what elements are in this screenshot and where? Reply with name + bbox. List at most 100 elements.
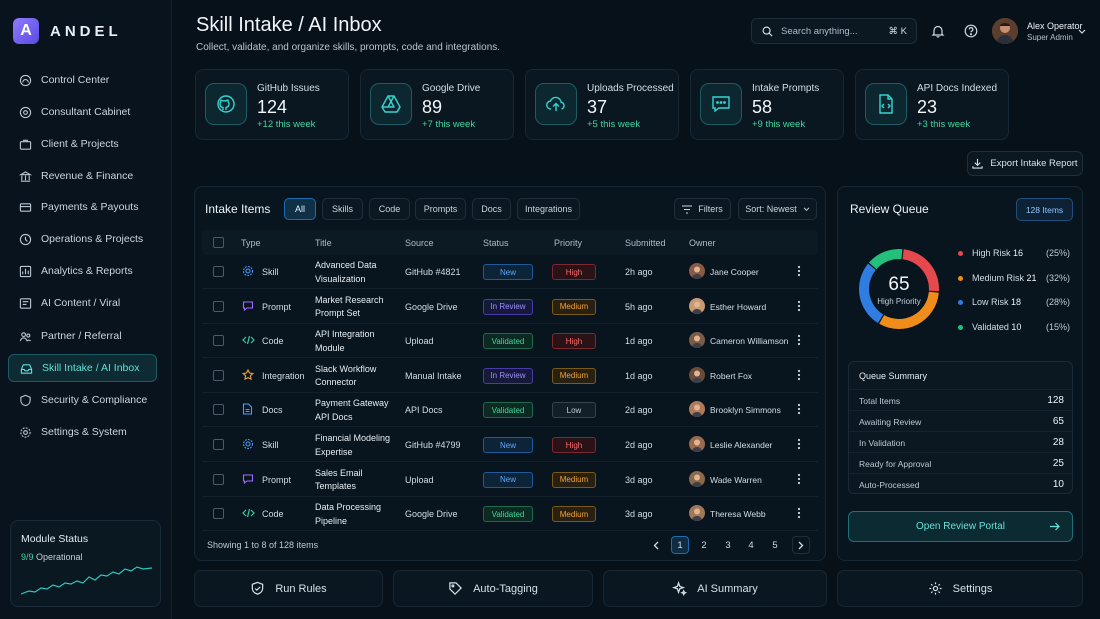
column-status[interactable]: Status: [483, 238, 509, 248]
row-title[interactable]: Advanced Data Visualization: [315, 259, 377, 286]
legend-swatch: [958, 275, 963, 281]
row-checkbox[interactable]: [213, 508, 224, 520]
status-badge: Validated: [483, 333, 533, 350]
sidebar-item-operations-projects[interactable]: Operations & Projects: [8, 225, 157, 253]
settings-button[interactable]: Settings: [837, 570, 1083, 607]
ai-summary-button[interactable]: AI Summary: [603, 570, 827, 607]
row-title[interactable]: Slack Workflow Connector: [315, 363, 376, 390]
stat-value: 58: [752, 97, 773, 117]
stat-card-google-drive[interactable]: Google Drive 89 +7 this week: [360, 69, 514, 140]
help-icon[interactable]: [964, 24, 978, 38]
stat-card-intake-prompts[interactable]: Intake Prompts 58 +9 this week: [690, 69, 844, 140]
sidebar-item-payments-payouts[interactable]: Payments & Payouts: [8, 193, 157, 221]
stat-card-uploads[interactable]: Uploads Processed 37 +5 this week: [525, 69, 679, 140]
filters-button[interactable]: Filters: [674, 198, 731, 220]
sidebar-item-client-projects[interactable]: Client & Projects: [8, 130, 157, 158]
filter-chip-docs[interactable]: Docs: [472, 198, 511, 220]
column-title[interactable]: Title: [315, 238, 332, 248]
sidebar-item-revenue-finance[interactable]: Revenue & Finance: [8, 162, 157, 190]
run-rules-button[interactable]: Run Rules: [194, 570, 383, 607]
stat-label: API Docs Indexed: [917, 83, 998, 94]
row-title[interactable]: Financial Modeling Expertise: [315, 432, 390, 459]
column-submitted[interactable]: Submitted: [625, 238, 666, 248]
row-title[interactable]: Data Processing Pipeline: [315, 501, 381, 528]
more-options-icon[interactable]: [797, 438, 803, 452]
chat-icon: [700, 83, 742, 125]
sidebar-item-security-compliance[interactable]: Security & Compliance: [8, 386, 157, 414]
donut-value: 65: [888, 274, 910, 295]
column-priority[interactable]: Priority: [554, 238, 583, 248]
row-submitted: 3d ago: [625, 509, 653, 520]
select-all-checkbox[interactable]: [213, 237, 224, 248]
user-avatar[interactable]: [992, 18, 1018, 44]
row-checkbox[interactable]: [213, 300, 224, 312]
sidebar-item-control-center[interactable]: Control Center: [8, 66, 157, 94]
bell-icon[interactable]: [931, 24, 945, 38]
more-options-icon[interactable]: [797, 473, 803, 487]
sidebar-item-consultant-cabinet[interactable]: Consultant Cabinet: [8, 98, 157, 126]
stat-card-api-docs[interactable]: API Docs Indexed 23 +3 this week: [855, 69, 1009, 140]
column-owner[interactable]: Owner: [689, 238, 716, 248]
page-2-button[interactable]: 2: [701, 539, 707, 551]
priority-badge: Medium: [552, 367, 596, 384]
more-options-icon[interactable]: [797, 334, 803, 348]
row-title[interactable]: Payment Gateway API Docs: [315, 397, 389, 424]
column-type[interactable]: Type: [241, 238, 261, 248]
queue-count-badge: 128 Items: [1016, 198, 1073, 221]
row-title[interactable]: Market Research Prompt Set: [315, 294, 384, 321]
column-source[interactable]: Source: [405, 238, 434, 248]
table-row[interactable]: Prompt Sales Email Templates Upload New Mediu…: [202, 463, 818, 497]
action-label: Run Rules: [275, 582, 327, 595]
sort-dropdown[interactable]: Sort: Newest: [738, 198, 817, 220]
legend-value: 10: [1011, 321, 1022, 332]
next-page-button[interactable]: [792, 536, 810, 554]
filter-chip-skills[interactable]: Skills: [322, 198, 363, 220]
table-row[interactable]: Code API Integration Module Upload Validated…: [202, 324, 818, 359]
table-row[interactable]: Code Data Processing Pipeline Google Drive V…: [202, 497, 818, 532]
row-checkbox[interactable]: [213, 439, 224, 450]
user-role: Super Admin: [1027, 33, 1073, 42]
search-input[interactable]: Search anything... ⌘ K: [751, 18, 917, 44]
more-options-icon[interactable]: [797, 369, 803, 383]
table-row[interactable]: Prompt Market Research Prompt Set Google Dr…: [202, 290, 818, 324]
row-title[interactable]: API Integration Module: [315, 328, 375, 355]
page-5-button[interactable]: 5: [772, 539, 778, 551]
table-row[interactable]: Integration Slack Workflow Connector Manual…: [202, 359, 818, 393]
filter-chip-code[interactable]: Code: [369, 198, 410, 220]
sidebar-item-partner-referral[interactable]: Partner / Referral: [8, 322, 157, 350]
row-title-line2: Module: [315, 342, 345, 353]
sidebar-item-skill-intake[interactable]: Skill Intake / AI Inbox: [8, 354, 157, 382]
export-intake-report-button[interactable]: Export Intake Report: [967, 151, 1083, 176]
partner-icon: [18, 329, 32, 343]
row-checkbox[interactable]: [213, 369, 224, 381]
prev-page-button[interactable]: [647, 536, 665, 554]
more-options-icon[interactable]: [797, 300, 803, 314]
row-title-line2: Prompt Set: [315, 308, 361, 319]
row-checkbox[interactable]: [213, 473, 224, 485]
chevron-down-icon[interactable]: [1078, 27, 1086, 38]
more-options-icon[interactable]: [797, 265, 803, 279]
page-1-button[interactable]: 1: [671, 536, 689, 554]
row-title[interactable]: Sales Email Templates: [315, 467, 363, 494]
filter-chip-integrations[interactable]: Integrations: [517, 198, 580, 220]
sidebar-item-settings-system[interactable]: Settings & System: [8, 418, 157, 446]
table-row[interactable]: Skill Financial Modeling Expertise GitHub #…: [202, 428, 818, 462]
row-checkbox[interactable]: [213, 266, 224, 277]
row-checkbox[interactable]: [213, 335, 224, 347]
sidebar-item-analytics-reports[interactable]: Analytics & Reports: [8, 257, 157, 285]
auto-tagging-button[interactable]: Auto-Tagging: [393, 570, 593, 607]
more-options-icon[interactable]: [797, 507, 803, 521]
stat-card-github[interactable]: GitHub Issues 124 +12 this week: [195, 69, 349, 140]
sidebar-item-ai-content[interactable]: AI Content / Viral: [8, 289, 157, 317]
page-3-button[interactable]: 3: [725, 539, 731, 551]
filter-chip-all[interactable]: All: [284, 198, 316, 220]
filter-chip-prompts[interactable]: Prompts: [415, 198, 466, 220]
owner-avatar: [689, 263, 705, 279]
prompt-icon: [242, 300, 254, 312]
table-row[interactable]: Skill Advanced Data Visualization GitHub #4…: [202, 255, 818, 289]
more-options-icon[interactable]: [797, 403, 803, 417]
table-row[interactable]: Docs Payment Gateway API Docs API Docs Valid…: [202, 393, 818, 428]
open-review-portal-button[interactable]: Open Review Portal: [848, 511, 1073, 542]
row-checkbox[interactable]: [213, 404, 224, 416]
page-4-button[interactable]: 4: [748, 539, 754, 551]
